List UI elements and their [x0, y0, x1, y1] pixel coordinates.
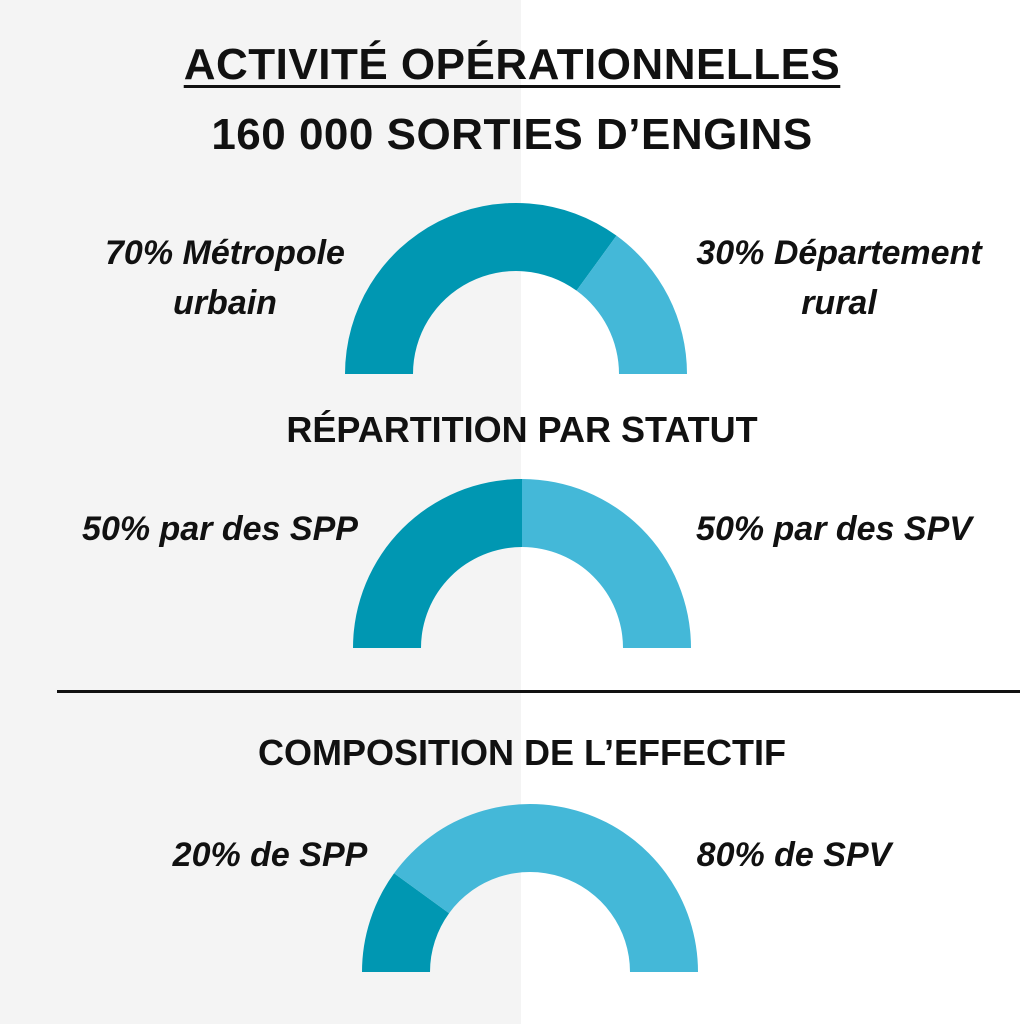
gauge-3-slice-2 — [394, 803, 698, 972]
gauge-3-right-label: 80% de SPV — [654, 830, 934, 880]
gauge-3-left-label: 20% de SPP — [130, 830, 410, 880]
gauge-3-left-label-line-1: 20% de SPP — [172, 836, 368, 874]
gauge-3-right-label-line-1: 80% de SPV — [696, 836, 892, 874]
gauge-2-left-label: 50% par des SPP — [50, 504, 390, 554]
gauge-2-slice-1 — [353, 479, 522, 648]
gauge-3-slice-1 — [362, 873, 450, 972]
gauge-2-right-label: 50% par des SPV — [664, 504, 1004, 554]
section-divider — [57, 690, 1020, 693]
page-title: ACTIVITÉ OPÉRATIONNELLES — [183, 40, 841, 89]
gauge-1-right-label: 30% Département rural — [664, 228, 1014, 328]
gauge-1-slice-2 — [576, 235, 687, 374]
gauge-1-left-label-line-1: 70% Métropole — [105, 234, 345, 272]
gauge-1-right-label-line-1: 30% Département — [696, 234, 982, 272]
gauge-2-right-label-line-1: 50% par des SPV — [696, 510, 972, 548]
gauge-1-left-label: 70% Métropole urbain — [60, 228, 390, 328]
gauge-2-slice-2 — [522, 479, 691, 648]
gauge-1-left-label-line-2: urbain — [173, 284, 277, 322]
gauge-1-slice-1 — [345, 202, 617, 374]
gauge-1-right-label-line-2: rural — [801, 284, 877, 322]
section-title-statut: RÉPARTITION PAR STATUT — [286, 409, 758, 450]
gauge-2-left-label-line-1: 50% par des SPP — [82, 510, 358, 548]
page-subtitle: 160 000 SORTIES D’ENGINS — [211, 110, 813, 159]
section-title-effectif: COMPOSITION DE L’EFFECTIF — [257, 732, 786, 773]
